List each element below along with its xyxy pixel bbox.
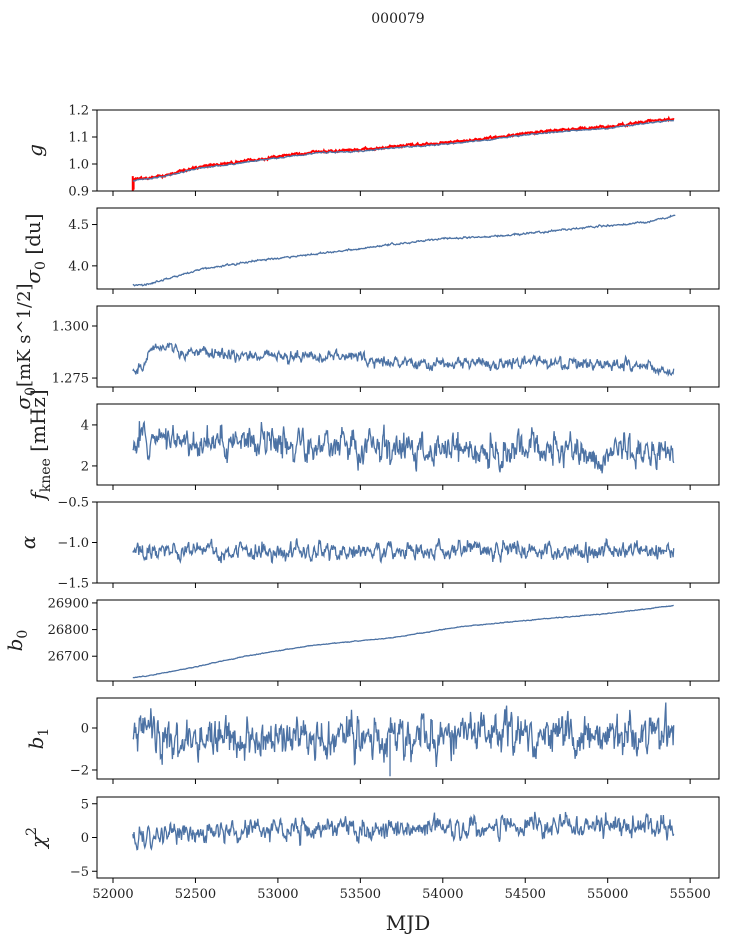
x-tick-label: 54500 [505,887,546,902]
y-tick-label: 26700 [48,650,89,665]
series-line-g [132,119,675,182]
y-axis-label: σ0 [du] [21,213,49,283]
y-axis-label: α [16,535,40,549]
panel-5: −1.5 −1.0 −0.5 α [16,496,720,592]
y-axis-label-symbol: σ [11,395,35,410]
panel-3: 1.275 1.300 σ0[mK s^1/2] [11,283,720,410]
y-axis-label: fknee [mHz] [26,389,54,501]
panel-frame [96,403,720,486]
x-tick-label: 55000 [587,887,628,902]
y-tick-label: 0.9 [68,185,89,200]
y-tick-label: −0.5 [57,496,89,511]
panel-6: 26700 26800 26900 b0 [3,596,720,686]
y-tick-label: 26900 [48,596,89,611]
series-line-b1 [132,702,675,777]
panel-2: 4.0 4.5 σ0 [du] [21,207,720,294]
y-axis-label-symbol: g [23,144,47,157]
y-tick-label: −2 [70,763,89,778]
series-line-b0 [132,604,674,679]
y-tick-label: 4.5 [68,218,89,233]
x-tick-label: 55500 [669,887,710,902]
y-axis-label-unit: [du] [21,213,45,261]
y-tick-label: 0 [81,831,89,846]
y-tick-label: 0 [81,722,89,737]
y-tick-label: 1.0 [68,158,89,173]
panel-1: 0.9 1.0 1.1 1.2 g [23,104,720,200]
y-axis-label-subscript: 0 [23,387,39,396]
y-axis-label-unit: [mK s^1/2] [14,283,35,387]
x-tick-label: 54000 [422,887,463,902]
y-axis-label: χ2 [24,827,50,850]
panel-frame [96,109,720,192]
y-axis-label-symbol: α [16,535,40,549]
panel-frame [96,697,720,780]
panel-frame [96,599,720,682]
y-tick-label: −5 [70,865,89,880]
y-axis-label-unit: [mHz] [26,389,50,458]
x-tick-label: 52500 [175,887,216,902]
y-tick-label: −1.5 [57,577,89,592]
y-axis-label-symbol: χ [26,834,50,850]
x-tick-label: 53500 [340,887,381,902]
y-tick-label: 1.300 [52,319,89,334]
y-tick-label: 26800 [48,623,89,638]
y-tick-label: 4 [81,418,89,433]
y-tick-label: 1.2 [68,104,89,119]
y-axis-label-symbol: σ [21,269,45,284]
y-tick-label: 4.0 [68,259,89,274]
y-axis-label-subscript: 0 [15,630,31,639]
y-tick-label: −1.0 [57,536,89,551]
y-tick-label: 2 [81,459,89,474]
y-axis-label: g [23,144,47,157]
y-axis-label-symbol: b [3,639,27,652]
series-line-sigma0_du [132,214,676,287]
y-axis-label: σ0[mK s^1/2] [11,283,39,409]
panel-4: 2 4 fknee [mHz] [26,389,720,502]
panel-7: −2 0 b1 [24,697,720,784]
panel-frame [96,796,720,879]
series-line-chi2 [132,811,675,851]
y-axis-label: b1 [24,728,52,750]
panel-8: −5 0 5 52000 52500 53000 53500 54000 54500 55000 5… [24,796,720,902]
y-axis-label-subscript: 1 [36,728,52,737]
figure-title: 000079 [371,11,424,27]
y-tick-label: 1.1 [68,131,89,146]
x-axis-label: MJD [386,911,431,935]
x-tick-label: 53000 [257,887,298,902]
x-tick-label: 52000 [92,887,133,902]
series-line-alpha [132,537,675,565]
y-axis-label: b0 [3,630,31,652]
panel-frame [96,207,720,290]
y-axis-label-subscript: knee [38,458,54,492]
y-axis-label-symbol: b [24,737,48,750]
y-tick-label: 5 [81,797,89,812]
y-axis-label-superscript: 2 [24,827,40,836]
panel-frame [96,305,720,388]
series-line-fknee [132,420,675,474]
y-axis-label-subscript: 0 [33,261,49,270]
y-tick-label: 1.275 [52,372,89,387]
series-line-sigma0_mK [132,342,675,378]
